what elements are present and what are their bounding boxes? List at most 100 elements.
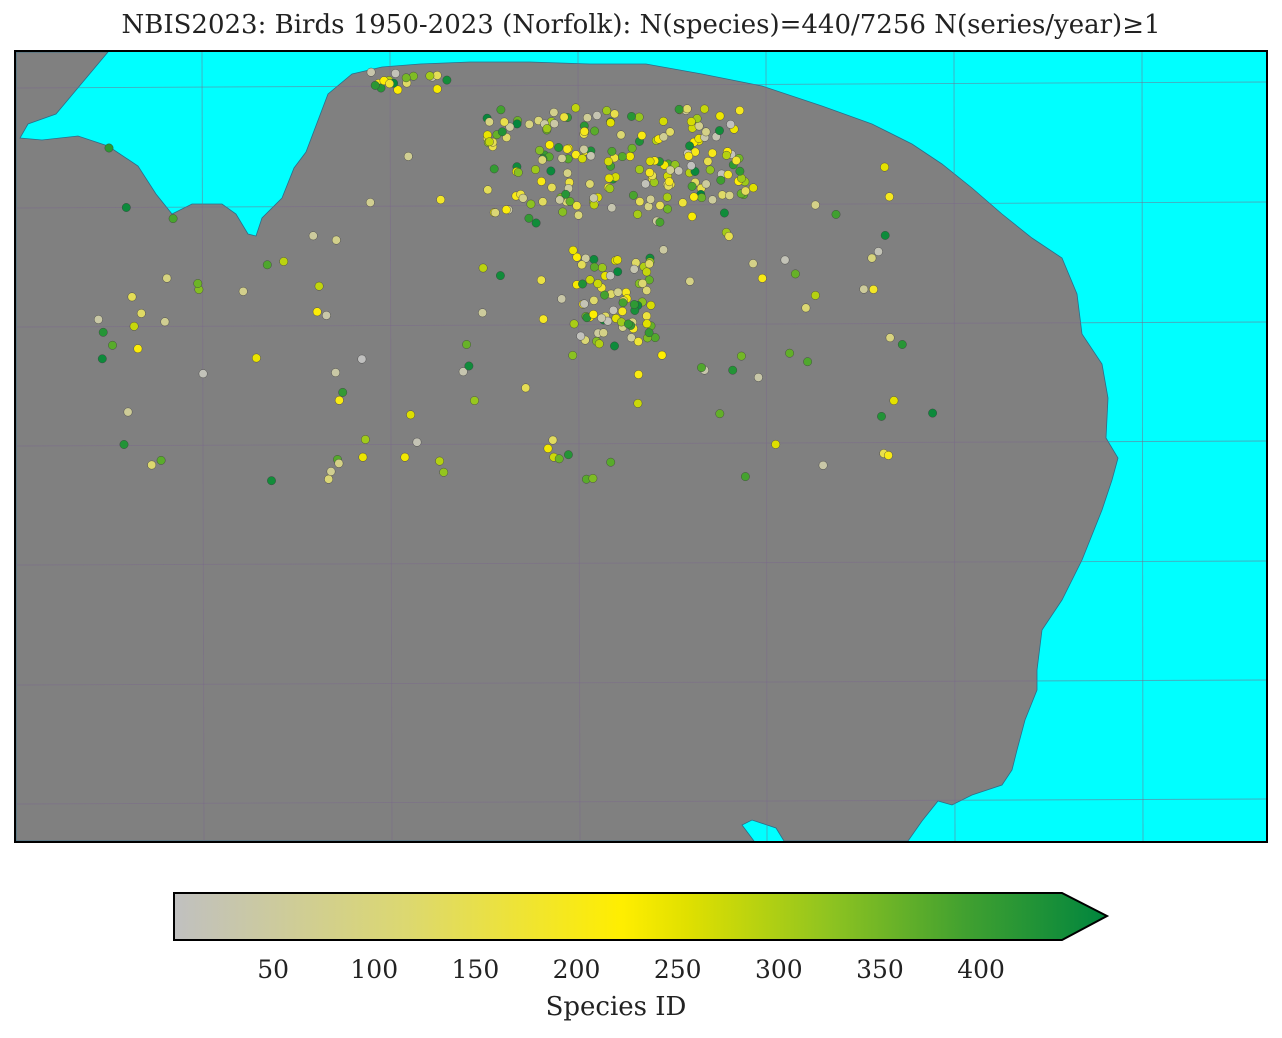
observation-point — [803, 357, 812, 367]
colorbar-graphic — [173, 892, 1110, 941]
observation-point — [726, 120, 735, 129]
observation-point — [811, 200, 820, 210]
observation-point — [724, 231, 734, 241]
observation-point — [613, 287, 623, 297]
observation-point — [133, 344, 143, 354]
observation-point — [889, 396, 899, 405]
colorbar-tick-label: 350 — [856, 955, 904, 984]
observation-point — [497, 127, 507, 137]
observation-point — [715, 111, 725, 121]
observation-point — [590, 126, 599, 136]
observation-point — [644, 202, 653, 212]
colorbar-tick-label: 250 — [653, 955, 702, 984]
colorbar — [173, 891, 1113, 943]
observation-point — [554, 143, 563, 152]
observation-point — [326, 467, 336, 476]
observation-point — [577, 260, 587, 270]
observation-point — [537, 155, 547, 165]
observation-point — [606, 457, 616, 467]
observation-point — [385, 79, 394, 89]
observation-point — [705, 165, 715, 175]
observation-point — [627, 143, 637, 153]
observation-point — [928, 408, 937, 418]
observation-point — [586, 151, 596, 161]
observation-point — [597, 263, 607, 273]
observation-point — [577, 154, 587, 164]
colorbar-tick-label: 200 — [552, 955, 601, 984]
observation-point — [741, 472, 750, 481]
observation-point — [501, 205, 511, 215]
observation-point — [735, 106, 745, 115]
observation-point — [572, 252, 582, 262]
observation-point — [623, 319, 633, 329]
observation-point — [618, 298, 628, 308]
observation-point — [162, 273, 172, 283]
observation-point — [496, 105, 506, 115]
observation-point — [682, 104, 692, 114]
observation-point — [791, 269, 800, 279]
observation-point — [589, 254, 599, 264]
observation-point — [725, 191, 734, 200]
observation-point — [731, 156, 741, 165]
observation-point — [801, 303, 811, 313]
observation-point — [694, 121, 704, 131]
observation-point — [578, 279, 587, 289]
observation-point — [495, 271, 505, 281]
observation-point — [576, 331, 586, 341]
observation-point — [526, 199, 536, 209]
observation-point — [538, 197, 548, 207]
observation-point — [108, 340, 117, 350]
observation-point — [629, 264, 639, 274]
observation-point — [550, 119, 559, 129]
observation-point — [723, 170, 733, 180]
observation-point — [370, 81, 380, 90]
observation-point — [599, 328, 608, 338]
observation-point — [546, 166, 556, 176]
observation-point — [581, 253, 591, 263]
observation-point — [625, 152, 635, 161]
observation-point — [708, 195, 717, 205]
observation-point — [412, 437, 422, 447]
observation-point — [645, 168, 654, 178]
observation-point — [604, 157, 613, 166]
observation-point — [867, 253, 877, 263]
observation-point — [406, 410, 415, 420]
observation-point — [436, 195, 446, 205]
observation-point — [613, 267, 623, 277]
observation-point — [539, 314, 548, 324]
observation-point — [645, 156, 655, 166]
observation-point — [393, 85, 403, 95]
observation-point — [780, 255, 790, 265]
observation-point — [559, 112, 569, 122]
observation-point — [678, 198, 688, 208]
observation-point — [602, 106, 612, 115]
observation-point — [238, 286, 248, 296]
observation-points — [94, 67, 937, 486]
observation-point — [439, 467, 449, 477]
observation-point — [627, 112, 636, 121]
observation-point — [703, 157, 713, 166]
observation-point — [585, 275, 595, 285]
observation-point — [593, 279, 603, 289]
observation-point — [716, 175, 726, 185]
observation-point — [701, 179, 711, 189]
observation-point — [549, 108, 559, 117]
observation-point — [104, 143, 114, 153]
observation-point — [557, 154, 567, 163]
colorbar-label: Species ID — [545, 992, 687, 1022]
observation-point — [129, 321, 139, 331]
graticule — [16, 52, 1266, 841]
observation-point — [717, 190, 727, 200]
observation-point — [403, 152, 413, 161]
observation-point — [585, 179, 595, 189]
observation-point — [701, 127, 711, 137]
observation-point — [524, 119, 534, 129]
observation-point — [358, 452, 368, 462]
observation-point — [616, 130, 626, 140]
observation-point — [604, 173, 614, 183]
observation-point — [635, 197, 645, 207]
observation-point — [590, 262, 599, 272]
observation-point — [606, 271, 615, 281]
observation-point — [156, 455, 166, 465]
colorbar-tick-label: 400 — [957, 955, 1005, 984]
